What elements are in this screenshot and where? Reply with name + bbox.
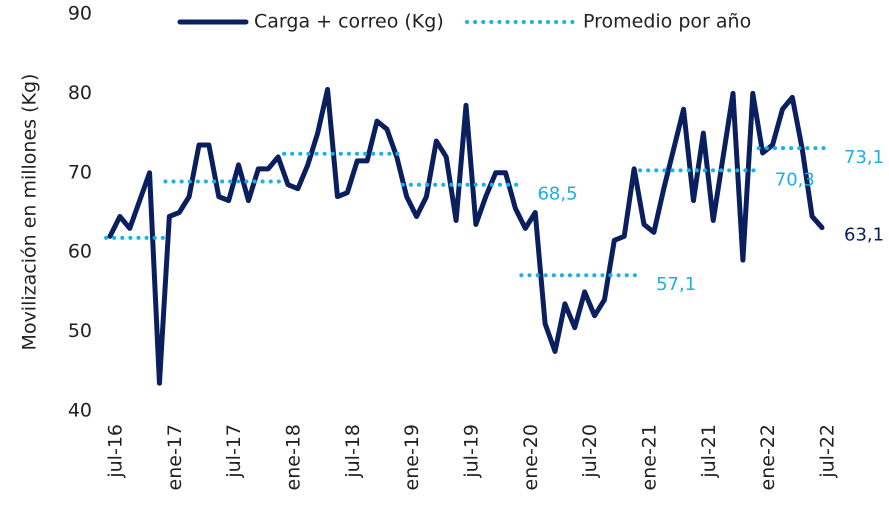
x-tick-label: ene-22 [757, 424, 779, 490]
x-tick-label: jul-18 [342, 424, 364, 479]
y-tick-label: 50 [68, 320, 92, 342]
x-tick-label: jul-22 [817, 424, 839, 479]
x-tick-label: jul-20 [579, 424, 601, 479]
x-tick-label: jul-16 [105, 424, 127, 479]
y-tick-label: 40 [68, 400, 92, 422]
data-line [107, 86, 825, 386]
x-tick-label: jul-17 [223, 424, 245, 479]
y-tick-label: 90 [68, 3, 92, 25]
legend-label: Carga + correo (Kg) [254, 11, 444, 33]
x-tick-label: ene-17 [164, 424, 186, 490]
x-tick-label: ene-20 [520, 424, 542, 490]
x-tick-label: ene-19 [401, 424, 423, 490]
y-tick-label: 80 [68, 82, 92, 104]
x-tick-label: ene-21 [639, 424, 661, 490]
data-label: 68,5 [537, 184, 577, 205]
y-tick-label: 60 [68, 241, 92, 263]
x-tick-label: jul-21 [698, 424, 720, 479]
legend-label: Promedio por año [583, 11, 751, 33]
y-axis-label: Movilización en millones (Kg) [19, 74, 41, 351]
x-tick-label: ene-18 [283, 424, 305, 490]
data-label: 57,1 [656, 274, 696, 295]
data-label: 70,3 [775, 169, 815, 190]
x-tick-label: jul-19 [461, 424, 483, 479]
data-label: 63,1 [844, 225, 884, 246]
data-label: 73,1 [844, 147, 884, 168]
y-tick-label: 70 [68, 161, 92, 183]
